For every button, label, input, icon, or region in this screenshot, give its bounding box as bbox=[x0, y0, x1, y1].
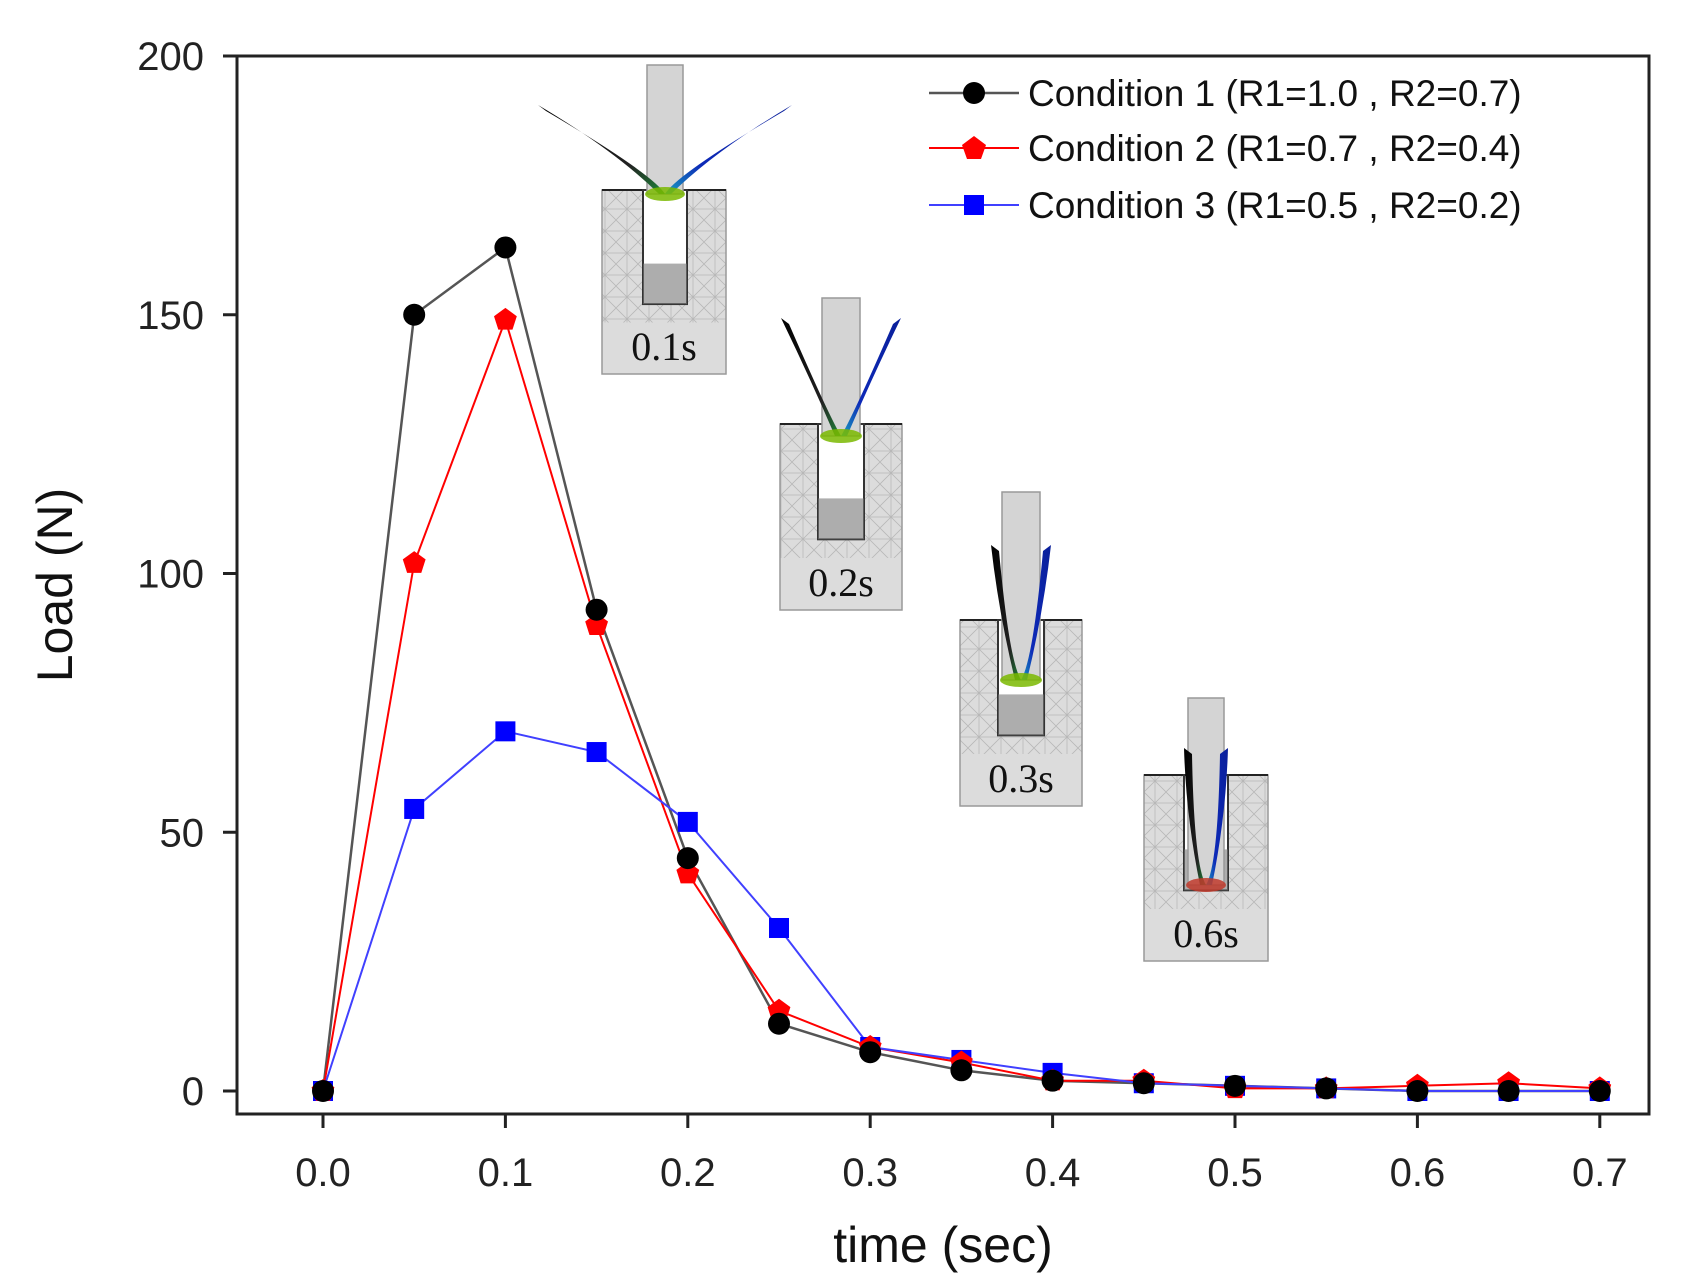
inset-contact-zone bbox=[820, 429, 862, 443]
fem-inset-1: 0.1s bbox=[538, 64, 792, 375]
series-2-point-1 bbox=[402, 551, 426, 573]
inset-right-arm bbox=[1021, 545, 1051, 680]
series-1-point-2 bbox=[494, 236, 517, 259]
y-tick-label-1: 50 bbox=[160, 811, 205, 855]
inset-pin bbox=[1187, 697, 1225, 886]
inset-pin bbox=[1001, 491, 1041, 681]
legend: Condition 1 (R1=1.0 , R2=0.7) Condition … bbox=[929, 73, 1522, 226]
inset-left-arm bbox=[538, 105, 665, 194]
series-1-point-8 bbox=[1041, 1069, 1064, 1092]
series-3-point-2 bbox=[495, 721, 516, 742]
fem-inset-2: 0.2s bbox=[779, 297, 903, 611]
series-3-point-5 bbox=[769, 917, 789, 938]
legend-marker-2 bbox=[962, 136, 986, 159]
x-tick-label-2: 0.2 bbox=[660, 1151, 716, 1195]
inset-left-arm bbox=[781, 318, 841, 436]
series-1-point-1 bbox=[403, 303, 426, 326]
inset-label-1: 0.1s bbox=[631, 324, 697, 369]
x-tick-label-1: 0.1 bbox=[478, 1151, 534, 1195]
inset-contact-zone bbox=[1000, 673, 1042, 687]
inset-label-2: 0.2s bbox=[808, 560, 874, 605]
y-tick-label-2: 100 bbox=[137, 553, 204, 597]
series-1-point-10 bbox=[1224, 1074, 1246, 1097]
x-axis-title: time (sec) bbox=[833, 1217, 1052, 1273]
series-3-point-4 bbox=[677, 811, 698, 832]
y-axis-title: Load (N) bbox=[27, 488, 83, 683]
x-tick-label-6: 0.6 bbox=[1390, 1151, 1446, 1195]
y-tick-label-4: 200 bbox=[137, 35, 204, 79]
x-tick-label-4: 0.4 bbox=[1025, 1151, 1081, 1195]
legend-label-2: Condition 2 (R1=0.7 , R2=0.4) bbox=[1028, 128, 1522, 169]
inset-pin bbox=[646, 64, 684, 195]
inset-right-arm bbox=[1206, 748, 1228, 885]
series-1-point-9 bbox=[1132, 1072, 1155, 1095]
series-1-point-13 bbox=[1497, 1080, 1520, 1102]
series-1-point-4 bbox=[676, 847, 699, 870]
legend-entry-1: Condition 1 (R1=1.0 , R2=0.7) bbox=[929, 73, 1522, 114]
series-2-point-2 bbox=[494, 307, 517, 330]
series-1-point-7 bbox=[950, 1059, 973, 1082]
fem-inset-4: 0.6s bbox=[1143, 697, 1269, 962]
series-1-point-0 bbox=[312, 1080, 334, 1102]
series-1-point-5 bbox=[768, 1012, 790, 1035]
legend-entry-3: Condition 3 (R1=0.5 , R2=0.2) bbox=[929, 185, 1522, 226]
series-1-point-6 bbox=[859, 1041, 882, 1064]
inset-contact-zone bbox=[645, 187, 685, 201]
plot-frame bbox=[235, 54, 1651, 1116]
inset-right-arm bbox=[665, 105, 792, 194]
series-3-point-1 bbox=[404, 798, 425, 819]
series-1-point-14 bbox=[1588, 1080, 1611, 1102]
inset-cavity-bottom bbox=[998, 694, 1044, 736]
inset-right-arm bbox=[841, 318, 901, 436]
inset-left-arm bbox=[1184, 748, 1206, 885]
x-tick-label-0: 0.0 bbox=[295, 1151, 351, 1195]
inset-left-arm bbox=[991, 545, 1021, 680]
inset-label-4: 0.6s bbox=[1173, 911, 1239, 956]
inset-contact-zone bbox=[1186, 878, 1226, 892]
legend-marker-3 bbox=[964, 195, 984, 215]
x-tick-label-5: 0.5 bbox=[1207, 1151, 1263, 1195]
legend-label-1: Condition 1 (R1=1.0 , R2=0.7) bbox=[1028, 73, 1522, 114]
series-3-point-3 bbox=[586, 742, 607, 763]
legend-marker-1 bbox=[963, 82, 985, 104]
x-tick-label-7: 0.7 bbox=[1572, 1151, 1628, 1195]
x-tick-label-3: 0.3 bbox=[842, 1151, 898, 1195]
legend-entry-2: Condition 2 (R1=0.7 , R2=0.4) bbox=[929, 128, 1522, 169]
y-tick-label-0: 0 bbox=[182, 1070, 204, 1114]
inset-label-3: 0.3s bbox=[988, 756, 1054, 801]
inset-cavity-bottom bbox=[818, 498, 864, 540]
series-1-point-11 bbox=[1315, 1077, 1338, 1100]
y-tick-label-3: 150 bbox=[137, 294, 204, 338]
legend-label-3: Condition 3 (R1=0.5 , R2=0.2) bbox=[1028, 185, 1522, 226]
inset-cavity-bottom bbox=[643, 263, 687, 305]
series-1-point-12 bbox=[1406, 1080, 1429, 1102]
fem-inset-3: 0.3s bbox=[959, 491, 1083, 807]
series-1-point-3 bbox=[585, 598, 608, 621]
